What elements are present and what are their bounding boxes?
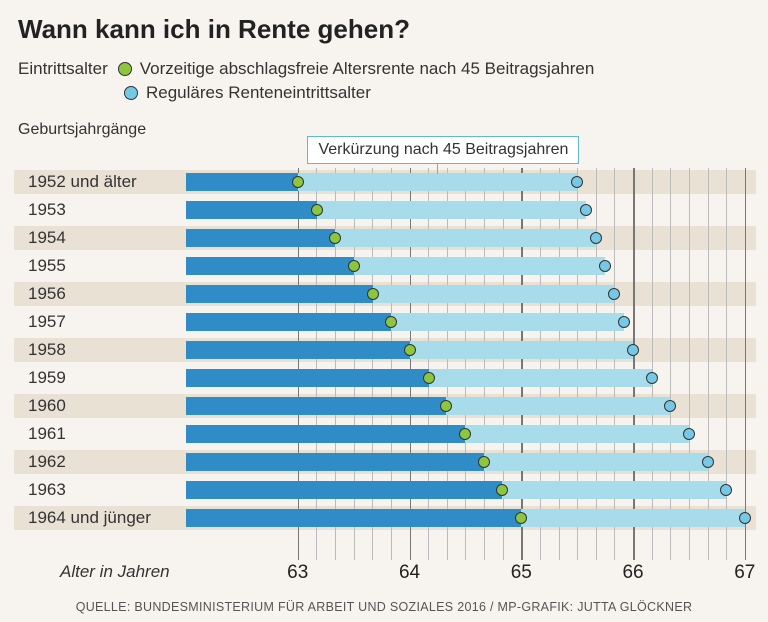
marker-early-icon [367, 288, 379, 300]
row-label: 1962 [0, 452, 186, 472]
bar-early [186, 481, 502, 499]
x-axis-label: Alter in Jahren [60, 562, 170, 582]
marker-regular-icon [646, 372, 658, 384]
row-track [186, 168, 756, 196]
bar-early [186, 341, 410, 359]
marker-regular-icon [664, 400, 676, 412]
bar-early [186, 285, 373, 303]
row-track [186, 196, 756, 224]
bar-early [186, 173, 298, 191]
table-row: 1959 [0, 364, 768, 392]
marker-early-icon [496, 484, 508, 496]
marker-regular-icon [590, 232, 602, 244]
table-row: 1958 [0, 336, 768, 364]
table-row: 1962 [0, 448, 768, 476]
row-label: 1964 und jünger [0, 508, 186, 528]
source-caption: QUELLE: BUNDESMINISTERIUM FÜR ARBEIT UND… [0, 600, 768, 614]
x-tick: 63 [287, 562, 308, 584]
x-axis: Alter in Jahren 63 64 65 66 67 [0, 562, 768, 588]
y-axis-label: Geburtsjahrgänge [0, 103, 768, 139]
legend-dot-regular-icon [124, 86, 138, 100]
row-track [186, 420, 756, 448]
marker-regular-icon [720, 484, 732, 496]
row-track [186, 308, 756, 336]
table-row: 1964 und jünger [0, 504, 768, 532]
row-label: 1952 und älter [0, 172, 186, 192]
row-track [186, 280, 756, 308]
table-row: 1961 [0, 420, 768, 448]
bar-early [186, 425, 465, 443]
marker-early-icon [292, 176, 304, 188]
marker-regular-icon [739, 512, 751, 524]
marker-early-icon [515, 512, 527, 524]
bar-early [186, 313, 391, 331]
marker-early-icon [404, 344, 416, 356]
table-row: 1954 [0, 224, 768, 252]
row-track [186, 224, 756, 252]
x-tick: 64 [399, 562, 420, 584]
bar-early [186, 201, 317, 219]
legend: Eintrittsalter Vorzeitige abschlagsfreie… [0, 45, 768, 103]
row-track [186, 392, 756, 420]
marker-regular-icon [683, 428, 695, 440]
table-row: 1953 [0, 196, 768, 224]
marker-early-icon [311, 204, 323, 216]
table-row: 1955 [0, 252, 768, 280]
marker-early-icon [423, 372, 435, 384]
legend-dot-early-icon [118, 62, 132, 76]
marker-early-icon [329, 232, 341, 244]
row-label: 1963 [0, 480, 186, 500]
bar-early [186, 453, 484, 471]
marker-regular-icon [599, 260, 611, 272]
bar-early [186, 509, 521, 527]
marker-regular-icon [580, 204, 592, 216]
legend-series-regular: Reguläres Renteneintrittsalter [146, 83, 371, 103]
page-title: Wann kann ich in Rente gehen? [0, 0, 768, 45]
marker-early-icon [348, 260, 360, 272]
marker-regular-icon [627, 344, 639, 356]
bar-chart: 1952 und älter 1953 1954 1955 1956 1957 1958 19… [0, 168, 768, 560]
marker-early-icon [385, 316, 397, 328]
marker-regular-icon [618, 316, 630, 328]
marker-regular-icon [702, 456, 714, 468]
row-label: 1954 [0, 228, 186, 248]
row-track [186, 448, 756, 476]
row-label: 1957 [0, 312, 186, 332]
table-row: 1963 [0, 476, 768, 504]
marker-regular-icon [608, 288, 620, 300]
bar-early [186, 369, 429, 387]
bar-early [186, 229, 335, 247]
x-tick: 65 [511, 562, 532, 584]
table-row: 1957 [0, 308, 768, 336]
table-row: 1960 [0, 392, 768, 420]
table-row: 1956 [0, 280, 768, 308]
row-track [186, 504, 756, 532]
marker-early-icon [440, 400, 452, 412]
legend-label: Eintrittsalter [18, 59, 108, 79]
row-label: 1960 [0, 396, 186, 416]
bar-early [186, 257, 354, 275]
marker-regular-icon [571, 176, 583, 188]
row-track [186, 252, 756, 280]
row-label: 1955 [0, 256, 186, 276]
row-track [186, 364, 756, 392]
row-label: 1961 [0, 424, 186, 444]
legend-series-early: Vorzeitige abschlagsfreie Altersrente na… [140, 59, 595, 79]
row-track [186, 476, 756, 504]
bar-early [186, 397, 446, 415]
table-row: 1952 und älter [0, 168, 768, 196]
x-tick: 66 [622, 562, 643, 584]
row-label: 1958 [0, 340, 186, 360]
row-track [186, 336, 756, 364]
row-label: 1953 [0, 200, 186, 220]
marker-early-icon [459, 428, 471, 440]
row-label: 1956 [0, 284, 186, 304]
callout-annotation: Verkürzung nach 45 Beitragsjahren [307, 136, 579, 164]
marker-early-icon [478, 456, 490, 468]
row-label: 1959 [0, 368, 186, 388]
x-tick: 67 [734, 562, 755, 584]
